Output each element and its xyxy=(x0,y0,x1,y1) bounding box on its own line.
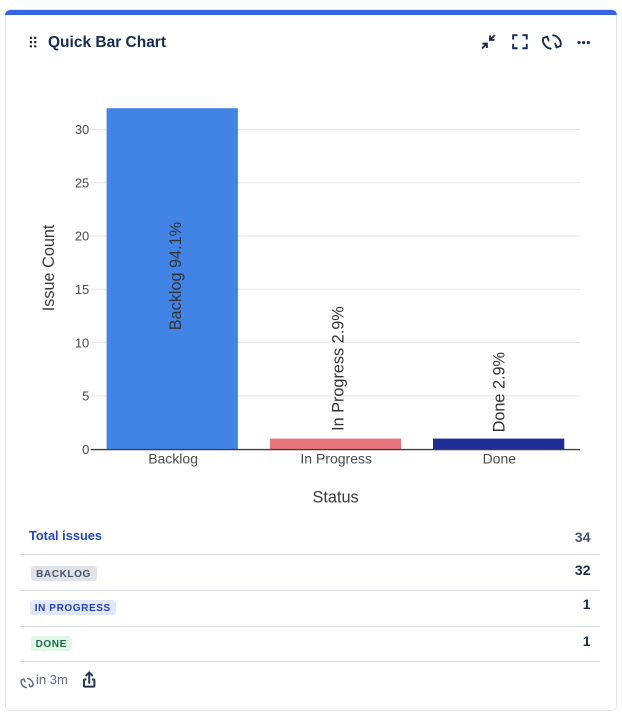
svg-text:Backlog: Backlog xyxy=(148,450,198,466)
svg-text:0: 0 xyxy=(82,442,89,457)
svg-text:Issue Count: Issue Count xyxy=(40,224,58,311)
svg-text:Done: Done xyxy=(483,450,517,466)
svg-text:25: 25 xyxy=(75,175,89,190)
svg-text:Done 2.9%: Done 2.9% xyxy=(491,352,509,432)
svg-text:10: 10 xyxy=(75,335,89,350)
svg-text:Backlog 94.1%: Backlog 94.1% xyxy=(167,222,185,330)
svg-text:15: 15 xyxy=(75,282,89,297)
svg-text:30: 30 xyxy=(75,122,89,137)
svg-text:20: 20 xyxy=(75,229,89,244)
svg-text:In Progress: In Progress xyxy=(300,450,372,466)
svg-text:Status: Status xyxy=(313,489,359,507)
svg-text:5: 5 xyxy=(82,389,89,404)
svg-text:In Progress 2.9%: In Progress 2.9% xyxy=(330,306,348,431)
